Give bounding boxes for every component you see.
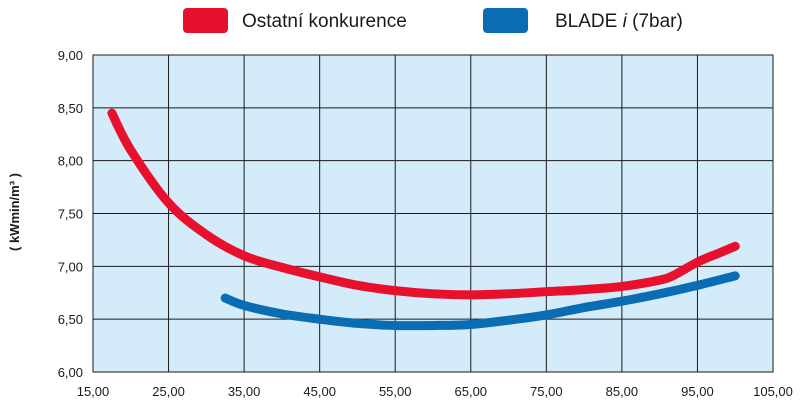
y-tick-label: 7,00 [58, 259, 83, 274]
legend-label-blade: BLADE i (7bar) [555, 11, 683, 32]
legend-label-blade-suffix: (7bar) [627, 11, 683, 32]
x-tick-label: 45,00 [303, 384, 336, 399]
x-tick-label: 105,00 [753, 384, 793, 399]
y-axis-ticks: 9,00 8,50 8,00 7,50 7,00 6,50 6,00 [58, 48, 83, 380]
x-tick-label: 95,00 [681, 384, 714, 399]
y-tick-label: 8,50 [58, 101, 83, 116]
y-tick-label: 7,50 [58, 207, 83, 222]
y-axis-label: ( kWmin/m³ ) [7, 173, 22, 251]
legend-label-blade-italic: i [623, 11, 628, 32]
x-tick-label: 65,00 [455, 384, 488, 399]
y-tick-label: 6,00 [58, 365, 83, 380]
y-tick-label: 8,00 [58, 154, 83, 169]
legend-label-blade-name: BLADE [555, 11, 623, 32]
series-line-ostatni-konkurence [107, 108, 740, 300]
y-tick-label: 9,00 [58, 48, 83, 63]
series-layer [107, 108, 740, 331]
x-tick-label: 15,00 [77, 384, 110, 399]
legend-label-ostatni: Ostatní konkurence [242, 11, 407, 32]
legend: Ostatní konkurence BLADE i (7bar) [183, 8, 683, 33]
x-tick-label: 55,00 [379, 384, 412, 399]
x-tick-label: 25,00 [152, 384, 185, 399]
x-tick-label: 35,00 [228, 384, 261, 399]
plot-frame [92, 54, 774, 373]
x-tick-label: 85,00 [606, 384, 639, 399]
y-tick-label: 6,50 [58, 312, 83, 327]
series-line-blade [220, 271, 740, 331]
legend-swatch-blade [483, 8, 528, 33]
x-axis-ticks: 15,00 25,00 35,00 45,00 55,00 65,00 75,00 85,00… [77, 384, 793, 399]
legend-swatch-ostatni [183, 8, 228, 33]
x-tick-label: 75,00 [530, 384, 563, 399]
